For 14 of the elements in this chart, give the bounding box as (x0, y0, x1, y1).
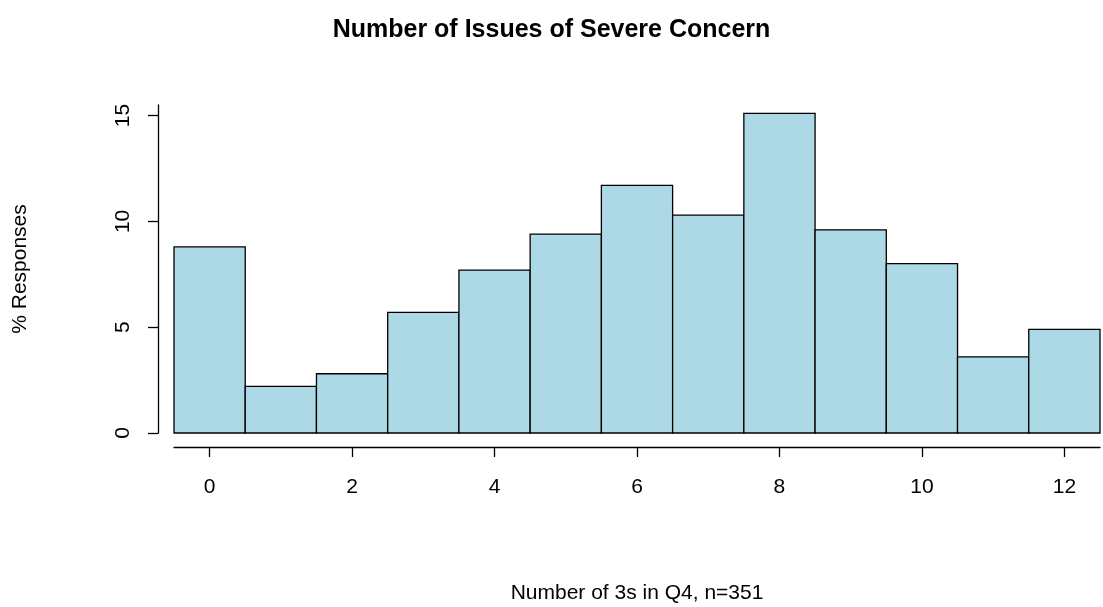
x-tick-label: 12 (1052, 474, 1077, 497)
x-tick-label: 0 (203, 474, 216, 497)
x-tick-label: 4 (488, 474, 501, 497)
y-axis-title: % Responses (7, 204, 30, 334)
y-tick-label: 5 (110, 321, 133, 334)
y-tick-label: 0 (110, 427, 133, 439)
x-tick-label: 6 (631, 474, 643, 497)
x-tick-label: 10 (910, 474, 934, 497)
chart-title: Number of Issues of Severe Concern (332, 13, 771, 42)
x-tick-label: 8 (773, 474, 786, 497)
x-tick-label: 2 (346, 474, 358, 497)
y-tick-label: 10 (110, 209, 133, 234)
y-tick-label: 15 (110, 103, 133, 128)
x-axis-title: Number of 3s in Q4, n=351 (510, 580, 764, 603)
